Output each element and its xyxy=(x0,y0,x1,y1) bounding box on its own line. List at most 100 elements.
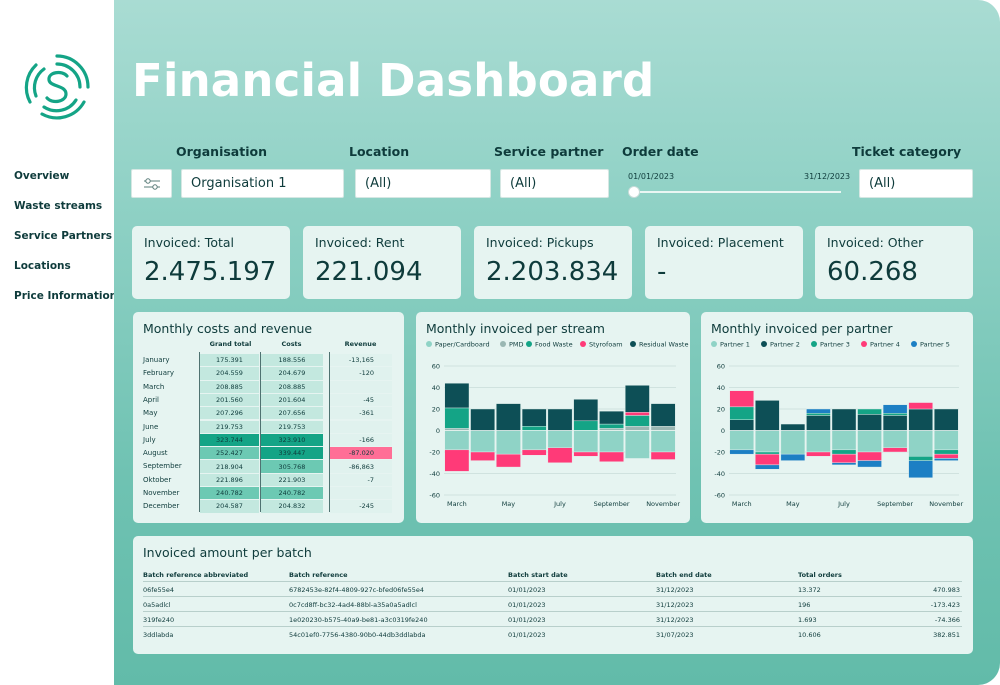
x-tick-label: September xyxy=(877,500,913,508)
bar-segment[interactable] xyxy=(806,413,831,416)
bar-segment[interactable] xyxy=(444,407,470,429)
bar-segment[interactable] xyxy=(625,385,650,413)
bar-segment[interactable] xyxy=(806,430,831,453)
bar-segment[interactable] xyxy=(729,419,754,431)
bar-segment[interactable] xyxy=(857,451,882,461)
bar-segment[interactable] xyxy=(882,404,908,414)
bar-segment[interactable] xyxy=(729,430,754,451)
bar-segment[interactable] xyxy=(755,400,780,431)
order-date-slider-handle[interactable] xyxy=(628,186,640,198)
bar-segment[interactable] xyxy=(806,415,831,431)
bar-segment[interactable] xyxy=(908,460,933,479)
sidebar-item-overview[interactable]: Overview xyxy=(14,170,70,182)
table-row[interactable]: 319fe240 1e020230-b575-40a9-be81-a3c0319f… xyxy=(143,611,962,626)
bar-segment[interactable] xyxy=(729,406,754,420)
bar-segment[interactable] xyxy=(831,449,857,455)
bar-segment[interactable] xyxy=(650,403,676,427)
bar-segment[interactable] xyxy=(521,425,547,431)
bar-segment[interactable] xyxy=(444,382,470,409)
bar-segment[interactable] xyxy=(470,408,495,431)
bar-segment[interactable] xyxy=(599,451,624,462)
service-partner-select[interactable]: (All) xyxy=(500,169,609,198)
bar-segment[interactable] xyxy=(650,430,676,453)
bar-segment[interactable] xyxy=(547,408,573,431)
bar-segment[interactable] xyxy=(908,408,933,431)
bar-segment[interactable] xyxy=(599,430,624,453)
bar-segment[interactable] xyxy=(857,460,882,468)
bar-segment[interactable] xyxy=(444,428,470,431)
bar-segment[interactable] xyxy=(857,430,882,453)
bar-segment[interactable] xyxy=(934,458,959,461)
location-select[interactable]: (All) xyxy=(355,169,491,198)
bar-segment[interactable] xyxy=(882,430,908,448)
bar-segment[interactable] xyxy=(806,451,831,457)
bar-segment[interactable] xyxy=(934,430,959,451)
bar-segment[interactable] xyxy=(780,430,806,455)
bar-segment[interactable] xyxy=(599,410,624,425)
bar-segment[interactable] xyxy=(755,464,780,470)
bar-segment[interactable] xyxy=(650,451,676,460)
ticket-category-select[interactable]: (All) xyxy=(859,169,973,198)
partner-chart: Partner 1 Partner 2 Partner 3 Partner 4 Part… xyxy=(711,341,963,508)
costs-cell: 240.782 xyxy=(261,487,323,500)
recycle-s-logo-icon[interactable] xyxy=(22,52,92,122)
bar-segment[interactable] xyxy=(573,451,599,457)
filter-settings-button[interactable] xyxy=(131,169,172,198)
bar-segment[interactable] xyxy=(934,453,959,459)
sidebar-item-locations[interactable]: Locations xyxy=(14,260,71,272)
sidebar-item-service-partners[interactable]: Service Partners xyxy=(14,230,113,242)
bar-segment[interactable] xyxy=(729,449,754,455)
bar-segment[interactable] xyxy=(625,412,650,416)
bar-segment[interactable] xyxy=(599,428,624,431)
bar-segment[interactable] xyxy=(573,420,599,431)
bar-segment[interactable] xyxy=(625,425,650,431)
bar-segment[interactable] xyxy=(882,447,908,453)
bar-segment[interactable] xyxy=(625,415,650,427)
bar-segment[interactable] xyxy=(599,423,624,429)
bar-segment[interactable] xyxy=(521,430,547,451)
bar-segment[interactable] xyxy=(908,456,933,461)
bar-segment[interactable] xyxy=(780,423,806,431)
bar-segment[interactable] xyxy=(882,413,908,416)
bar-segment[interactable] xyxy=(831,462,857,466)
bar-segment[interactable] xyxy=(573,399,599,422)
bar-segment[interactable] xyxy=(831,408,857,431)
bar-segment[interactable] xyxy=(444,430,470,451)
sidebar-item-price-information[interactable]: Price Information xyxy=(14,290,118,302)
bar-segment[interactable] xyxy=(444,449,470,472)
sidebar-item-waste-streams[interactable]: Waste streams xyxy=(14,200,103,212)
bar-segment[interactable] xyxy=(755,430,780,453)
bar-segment[interactable] xyxy=(806,408,831,414)
bar-segment[interactable] xyxy=(625,430,650,459)
bar-segment[interactable] xyxy=(755,451,780,455)
bar-segment[interactable] xyxy=(521,449,547,456)
bar-segment[interactable] xyxy=(882,415,908,431)
bar-segment[interactable] xyxy=(831,453,857,463)
bar-segment[interactable] xyxy=(496,403,521,431)
bar-segment[interactable] xyxy=(857,414,882,431)
bar-segment[interactable] xyxy=(547,447,573,463)
bar-segment[interactable] xyxy=(573,430,599,453)
bar-segment[interactable] xyxy=(521,408,547,427)
bar-segment[interactable] xyxy=(934,449,959,455)
bar-segment[interactable] xyxy=(780,453,806,461)
bar-segment[interactable] xyxy=(470,451,495,461)
bar-segment[interactable] xyxy=(908,430,933,457)
bar-segment[interactable] xyxy=(831,430,857,451)
bar-segment[interactable] xyxy=(650,425,676,431)
bar-segment[interactable] xyxy=(496,430,521,455)
organisation-select[interactable]: Organisation 1 xyxy=(181,169,344,198)
bar-segment[interactable] xyxy=(470,430,495,453)
legend-swatch xyxy=(526,341,532,347)
bar-segment[interactable] xyxy=(934,408,959,431)
table-row[interactable]: 3ddlabda 54c01ef0-7756-4380-90b0-44db3ddl… xyxy=(143,626,962,641)
bar-segment[interactable] xyxy=(547,430,573,448)
bar-segment[interactable] xyxy=(908,402,933,410)
bar-segment[interactable] xyxy=(755,453,780,466)
order-date-slider-track[interactable] xyxy=(631,191,841,193)
bar-segment[interactable] xyxy=(729,390,754,408)
bar-segment[interactable] xyxy=(857,408,882,415)
bar-segment[interactable] xyxy=(496,453,521,468)
table-row[interactable]: 06fe55e4 6782453e-82f4-4809-927c-bfed06fe… xyxy=(143,581,962,596)
table-row[interactable]: 0a5adlcl 0c7cd8ff-bc32-4ad4-88bl-a35a0a5a… xyxy=(143,596,962,611)
